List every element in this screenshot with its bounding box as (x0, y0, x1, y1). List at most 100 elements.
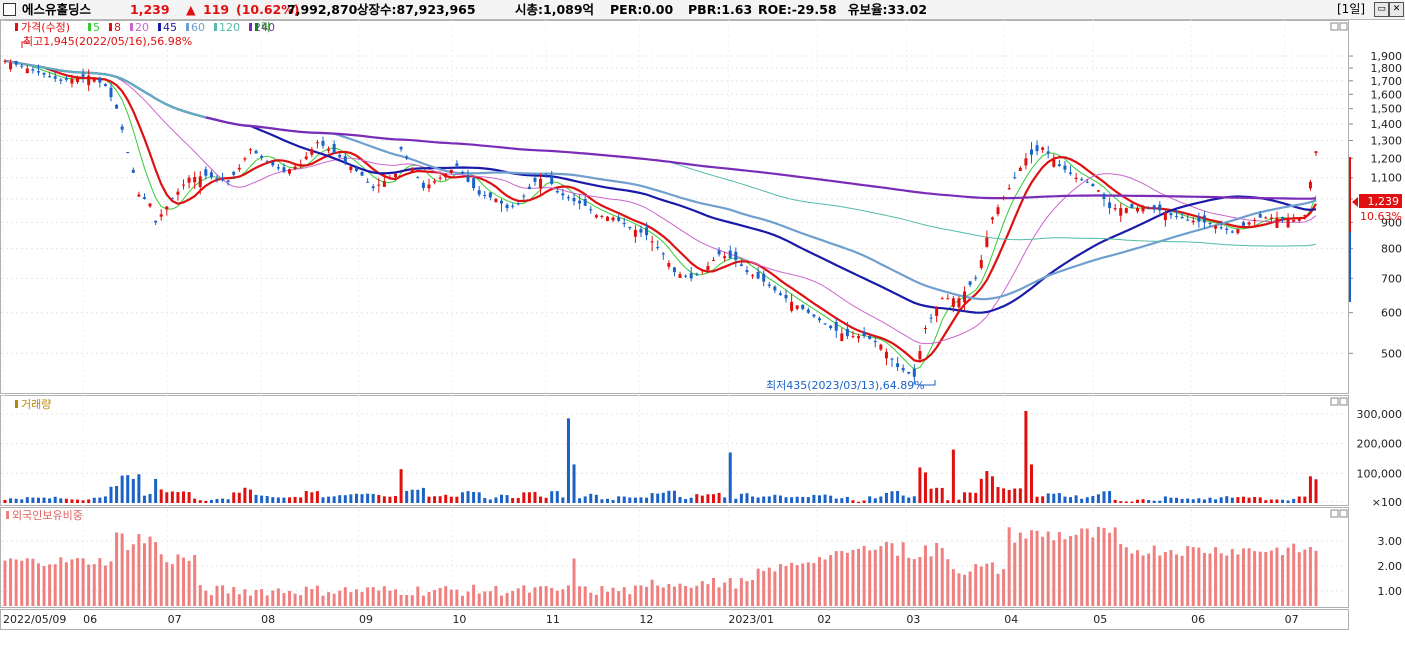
foreign-ratio-bar (9, 558, 13, 606)
foreign-ratio-bar (366, 587, 370, 606)
volume-bar (633, 497, 637, 503)
foreign-ratio-bar (1002, 569, 1006, 606)
volume-bar (226, 499, 230, 503)
volume-bar (645, 497, 649, 503)
volume-bar (64, 498, 68, 503)
foreign-ratio-bar (840, 551, 844, 606)
foreign-ratio-bar (416, 586, 420, 606)
volume-bar (405, 490, 409, 503)
volume-bar (87, 499, 91, 503)
foreign-ratio-bar (1308, 546, 1312, 606)
foreign-ratio-bar (48, 564, 52, 606)
foreign-ratio-bar (421, 595, 425, 606)
candle (656, 240, 660, 251)
trade-volume: 7,992,870 (287, 2, 358, 17)
foreign-ratio-bar (1007, 527, 1011, 606)
panel-maximize-icon[interactable] (1339, 509, 1348, 518)
volume-bar (745, 493, 749, 503)
volume-bar (53, 496, 57, 503)
foreign-ratio-bar (823, 559, 827, 606)
volume-bar (288, 497, 292, 503)
foreign-ratio-bar (142, 543, 146, 606)
stock-name: 에스유홀딩스 (22, 2, 92, 17)
price-tick-label: 1,100 (1371, 172, 1403, 185)
candle (265, 159, 269, 163)
volume-bar (1303, 496, 1307, 503)
volume-bar (801, 496, 805, 503)
candle (1102, 192, 1106, 207)
candle (126, 151, 130, 154)
foreign-ratio-bar (3, 560, 7, 606)
candle (1186, 214, 1190, 221)
stock-chart[interactable]: 5006007008009001,0001,1001,2001,3001,400… (0, 20, 1405, 648)
volume-bar (25, 497, 29, 503)
volume-bar (884, 492, 888, 503)
volume-bar (550, 491, 554, 503)
foreign-ratio-bar (159, 554, 163, 606)
period-selector[interactable]: [1일] (1337, 2, 1366, 16)
candle (661, 252, 665, 260)
candle (968, 280, 972, 288)
foreign-ratio-bar (338, 590, 342, 606)
foreign-ratio-bar (767, 567, 771, 606)
volume-bar (237, 492, 241, 503)
candle (1080, 177, 1084, 182)
candle (377, 177, 381, 193)
foreign-ratio-bar (572, 558, 576, 606)
volume-bar (951, 449, 955, 503)
candle (1018, 166, 1022, 172)
foreign-ratio-bar (1281, 555, 1285, 606)
candle (1029, 142, 1033, 164)
panel-maximize-icon[interactable] (1339, 22, 1348, 31)
volume-bar (271, 497, 275, 503)
restore-icon[interactable]: ▭ (1374, 2, 1389, 17)
panel-minimize-icon[interactable] (1330, 397, 1339, 406)
volume-bar (756, 497, 760, 503)
candle (14, 60, 18, 67)
candle (148, 203, 152, 208)
foreign-ratio-bar (717, 587, 721, 606)
panel-minimize-icon[interactable] (1330, 22, 1339, 31)
volume-bar (622, 496, 626, 503)
candle (884, 348, 888, 366)
price-tick-label: 1,800 (1371, 62, 1403, 75)
foreign-ratio-bar (204, 590, 208, 606)
close-icon[interactable]: ✕ (1389, 2, 1404, 17)
volume-bar (1230, 497, 1234, 503)
volume-bar (349, 494, 353, 503)
foreign-ratio-bar (182, 557, 186, 606)
foreign-ratio-bar (1018, 532, 1022, 606)
volume-bar (1219, 497, 1223, 503)
x-tick-label: 2023/01 (728, 613, 774, 626)
foreign-ratio-bar (862, 545, 866, 606)
foreign-ratio-bar (578, 586, 582, 606)
candle (394, 173, 398, 181)
candle (539, 173, 543, 195)
volume-bar (1108, 491, 1112, 503)
volume-bar (154, 478, 158, 503)
foreign-ratio-bar (70, 559, 74, 606)
candle (1158, 201, 1162, 216)
ma-legend-label: 5 (93, 21, 100, 34)
volume-bar (410, 489, 414, 503)
candle (723, 251, 727, 262)
candle (1264, 216, 1268, 219)
candle (550, 171, 554, 186)
foreign-ratio-bar (1197, 547, 1201, 606)
foreign-ratio-bar (890, 543, 894, 606)
candle (500, 198, 504, 212)
candle (198, 171, 202, 195)
panel-maximize-icon[interactable] (1339, 397, 1348, 406)
volume-bar (572, 464, 576, 503)
volume-bar (734, 498, 738, 503)
candle (1113, 203, 1117, 212)
panel-minimize-icon[interactable] (1330, 509, 1339, 518)
candle (488, 191, 492, 201)
candle (59, 77, 63, 85)
foreign-ratio-bar (109, 561, 113, 606)
candle (1169, 210, 1173, 220)
volume-bar (1085, 497, 1089, 503)
foreign-ratio-bar (756, 568, 760, 606)
select-checkbox[interactable] (3, 3, 16, 16)
foreign-ratio-bar (1024, 538, 1028, 606)
